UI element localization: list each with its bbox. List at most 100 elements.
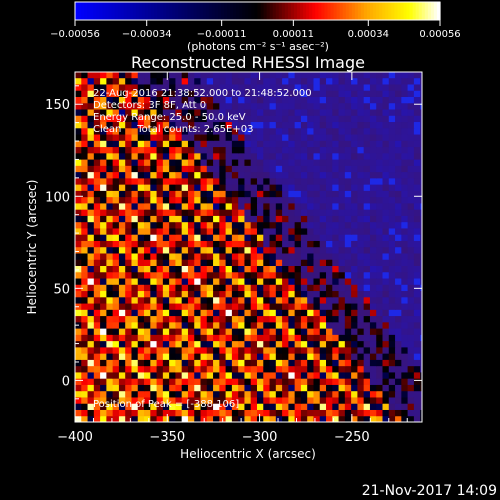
heatmap-cell — [131, 109, 139, 116]
heatmap-cell — [326, 390, 333, 398]
heatmap-cell — [187, 246, 195, 254]
heatmap-cell — [382, 177, 390, 185]
heatmap-cell — [100, 328, 107, 335]
heatmap-cell — [175, 134, 183, 141]
heatmap-cell — [137, 83, 145, 91]
heatmap-cell — [106, 246, 114, 254]
heatmap-cell — [75, 159, 82, 166]
heatmap-cell — [388, 284, 396, 292]
heatmap-cell — [401, 353, 409, 360]
heatmap-cell — [307, 215, 314, 223]
heatmap-cell — [125, 115, 132, 123]
heatmap-cell — [363, 334, 371, 342]
heatmap-cell — [395, 121, 402, 129]
heatmap-cell — [388, 102, 396, 110]
heatmap-cell — [382, 384, 390, 392]
heatmap-cell — [181, 72, 189, 79]
heatmap-cell — [250, 190, 258, 198]
heatmap-cell — [351, 252, 358, 260]
heatmap-cell — [75, 403, 82, 410]
heatmap-cell — [131, 265, 139, 273]
heatmap-cell — [401, 127, 409, 135]
heatmap-cell — [181, 334, 189, 342]
heatmap-cell — [351, 371, 358, 379]
heatmap-cell — [137, 121, 145, 129]
heatmap-cell — [263, 221, 271, 229]
heatmap-cell — [275, 115, 283, 123]
heatmap-cell — [338, 265, 346, 273]
heatmap-cell — [344, 309, 352, 317]
heatmap-cell — [100, 303, 107, 310]
heatmap-cell — [275, 77, 283, 85]
heatmap-cell — [395, 127, 402, 135]
heatmap-cell — [357, 140, 365, 148]
heatmap-cell — [401, 234, 409, 241]
colorbar-cell — [90, 2, 94, 20]
heatmap-cell — [219, 353, 227, 360]
heatmap-cell — [187, 134, 195, 141]
heatmap-cell — [250, 371, 258, 379]
heatmap-cell — [213, 134, 220, 141]
heatmap-cell — [137, 384, 145, 392]
heatmap-cell — [269, 365, 277, 373]
heatmap-cell — [407, 83, 415, 91]
heatmap-cell — [344, 109, 352, 116]
heatmap-cell — [144, 152, 151, 160]
heatmap-cell — [256, 278, 264, 285]
heatmap-cell — [351, 284, 358, 292]
heatmap-cell — [357, 96, 365, 104]
heatmap-cell — [307, 109, 314, 116]
heatmap-cell — [338, 134, 346, 141]
heatmap-cell — [131, 171, 139, 179]
heatmap-cell — [238, 159, 245, 166]
heatmap-cell — [382, 209, 390, 216]
heatmap-cell — [326, 196, 333, 204]
heatmap-cell — [87, 346, 95, 354]
heatmap-cell — [231, 371, 239, 379]
heatmap-cell — [382, 359, 390, 367]
colorbar-cell — [187, 2, 192, 20]
heatmap-cell — [344, 403, 352, 410]
heatmap-cell — [231, 202, 239, 210]
heatmap-cell — [219, 215, 227, 223]
heatmap-cell — [338, 378, 346, 385]
heatmap-cell — [137, 378, 145, 385]
heatmap-cell — [244, 315, 252, 323]
heatmap-cell — [75, 384, 82, 392]
heatmap-cell — [200, 321, 208, 329]
heatmap-cell — [420, 415, 422, 422]
heatmap-cell — [269, 334, 277, 342]
y-tick-label: 0 — [62, 374, 70, 389]
heatmap-cell — [162, 115, 170, 123]
heatmap-cell — [269, 134, 277, 141]
heatmap-cell — [256, 265, 264, 273]
heatmap-cell — [87, 190, 95, 198]
heatmap-cell — [213, 96, 220, 104]
heatmap-cell — [181, 134, 189, 141]
heatmap-cell — [420, 378, 422, 385]
heatmap-cell — [131, 415, 139, 422]
heatmap-cell — [175, 309, 183, 317]
heatmap-cell — [363, 359, 371, 367]
heatmap-cell — [144, 315, 151, 323]
heatmap-cell — [275, 271, 283, 279]
heatmap-cell — [395, 209, 402, 216]
colorbar-tick-label: −0.00011 — [197, 29, 247, 40]
heatmap-cell — [244, 115, 252, 123]
heatmap-cell — [344, 184, 352, 191]
heatmap-cell — [338, 72, 346, 79]
heatmap-cell — [269, 109, 277, 116]
heatmap-cell — [269, 271, 277, 279]
heatmap-cell — [332, 315, 340, 323]
heatmap-cell — [382, 159, 390, 166]
heatmap-cell — [332, 265, 340, 273]
heatmap-cell — [144, 171, 151, 179]
x-tick-label: −400 — [57, 430, 93, 445]
heatmap-cell — [100, 284, 107, 292]
heatmap-cell — [169, 77, 176, 85]
heatmap-cell — [351, 265, 358, 273]
heatmap-cell — [144, 278, 151, 285]
heatmap-cell — [87, 77, 95, 85]
heatmap-cell — [238, 102, 245, 110]
heatmap-cell — [93, 340, 101, 348]
